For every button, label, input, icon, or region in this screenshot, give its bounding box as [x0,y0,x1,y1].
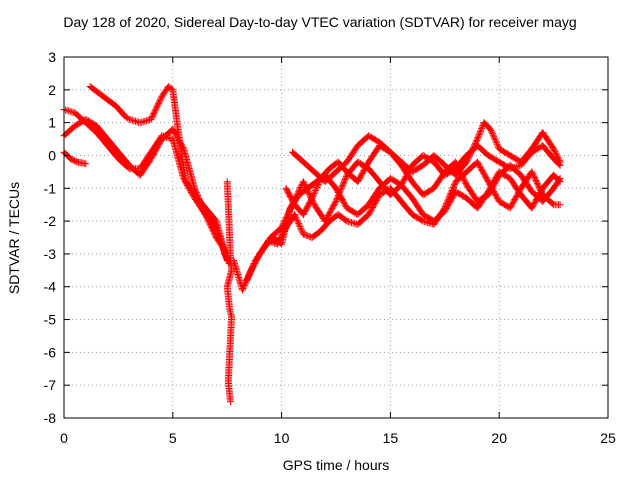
series-track-1 [60,148,90,168]
grid [64,57,608,418]
y-tick-label: -2 [44,213,57,229]
x-axis-label: GPS time / hours [282,457,390,473]
series-track-2 [60,115,231,258]
series-markers [60,115,231,258]
series-track-10 [282,142,564,218]
plot-frame [63,56,609,419]
series-markers [223,178,236,406]
x-tick-label: 0 [60,430,68,446]
chart-title: Day 128 of 2020, Sidereal Day-to-day VTE… [63,14,577,30]
x-tick-label: 15 [383,430,399,446]
y-tick-label: -7 [44,377,57,393]
x-tick-label: 25 [600,430,616,446]
y-tick-label: 1 [48,115,56,131]
series-track-3 [60,106,231,264]
data-layer [60,83,564,406]
series-track-5 [223,178,236,406]
y-tick-label: 3 [48,49,56,65]
y-tick-label: 0 [48,147,56,163]
series-track-4 [86,83,233,268]
series-markers [60,106,231,264]
y-tick-label: -3 [44,246,57,262]
y-tick-label: -5 [44,312,57,328]
x-tick-label: 5 [169,430,177,446]
y-tick-label: -8 [44,410,57,426]
series-markers [86,83,233,268]
x-tick-label: 10 [274,430,290,446]
y-tick-label: 2 [48,82,56,98]
x-tick-label: 20 [491,430,507,446]
y-tick-label: -4 [44,279,57,295]
y-tick-label: -6 [44,344,57,360]
series-markers [60,148,90,168]
y-tick-label: -1 [44,180,57,196]
series-markers [282,142,564,218]
